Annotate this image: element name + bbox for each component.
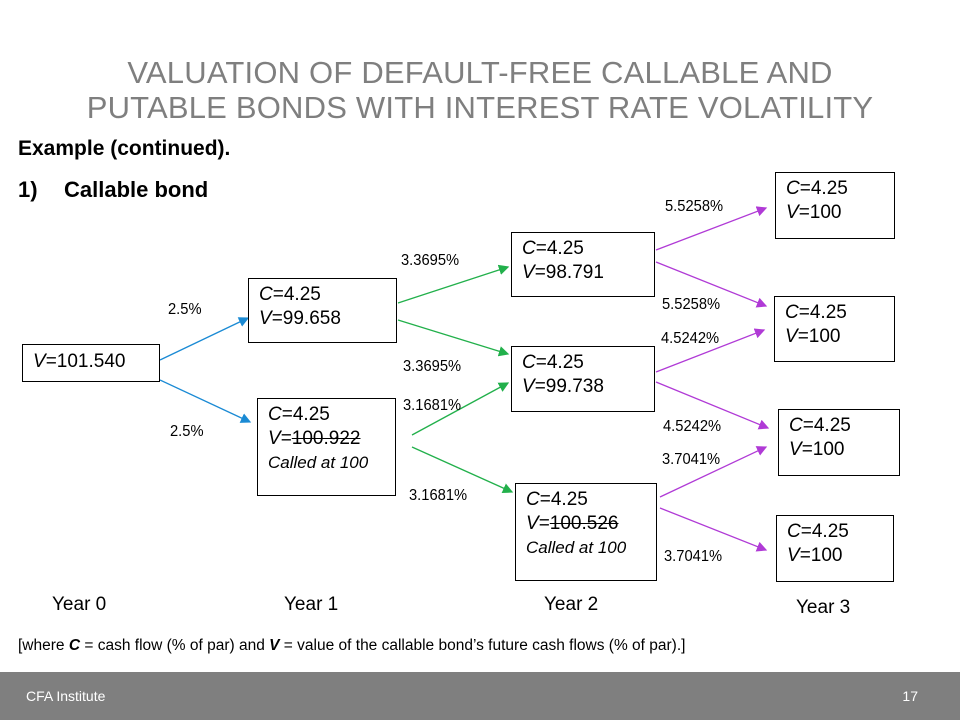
rate-year2-up-up: 5.5258% (665, 198, 724, 215)
rate-year0-up: 2.5% (168, 301, 202, 318)
node-year3-3: C=4.25 V=100 (778, 409, 900, 476)
year-1-label: Year 1 (284, 594, 339, 615)
rate-year0-down: 2.5% (170, 423, 204, 440)
arrow-y0-up (159, 317, 250, 361)
node-year3-2: C=4.25 V=100 (774, 296, 895, 362)
rate-year2-down-up: 3.7041% (662, 451, 721, 468)
node-year0-value: 101.540 (56, 351, 126, 372)
node-year2-down-called: Called at 100 (526, 538, 627, 557)
node-year1-up: C=4.25 V=99.658 (248, 278, 397, 343)
rate-year1-up-up: 3.3695% (401, 252, 460, 269)
node-year2-down: C=4.25 V=100.526 Called at 100 (515, 483, 657, 581)
item-label: Callable bond (64, 177, 209, 202)
rate-year1-down-up: 3.1681% (403, 397, 462, 414)
node-year2-up: C=4.25 V=98.791 (511, 232, 655, 297)
footer-bar: CFA Institute 17 (0, 672, 960, 720)
arrow-y0-down (159, 379, 252, 423)
rate-year2-down-down: 3.7041% (664, 548, 723, 565)
node-year1-down: C=4.25 V=100.922 Called at 100 (257, 398, 396, 496)
node-year3-1: C=4.25 V=100 (775, 172, 895, 239)
arrow-y2m-down (655, 381, 770, 430)
title-line-2: PUTABLE BONDS WITH INTEREST RATE VOLATIL… (86, 90, 874, 125)
node-year1-down-called: Called at 100 (268, 453, 369, 472)
node-year0: V=101.540 (22, 344, 160, 382)
arrow-y1u-up (397, 264, 510, 304)
example-subtitle: Example (continued). (18, 137, 231, 160)
legend-note: [where C = cash flow (% of par) and V = … (18, 637, 686, 654)
node-year2-down-value: 100.526 (549, 513, 619, 534)
arrow-y1d-down (411, 446, 514, 494)
title-line-1: VALUATION OF DEFAULT-FREE CALLABLE AND (127, 55, 833, 90)
item-number: 1) (18, 177, 38, 202)
node-year3-4: C=4.25 V=100 (776, 515, 894, 582)
node-year2-mid: C=4.25 V=99.738 (511, 346, 655, 412)
arrow-y2u-down (655, 261, 768, 308)
rate-year1-down-down: 3.1681% (409, 487, 468, 504)
year-3-label: Year 3 (796, 597, 851, 618)
year-0-label: Year 0 (52, 594, 107, 615)
arrow-y2u-up (655, 206, 768, 251)
node-year1-down-value: 100.922 (291, 428, 361, 449)
page-number: 17 (902, 688, 918, 704)
arrow-y2d-down (659, 507, 768, 552)
arrow-y2d-up (659, 446, 768, 498)
callable-heading: 1) Callable bond (18, 177, 208, 203)
rate-year2-up-down: 5.5258% (662, 296, 721, 313)
year-2-label: Year 2 (544, 594, 599, 615)
arrow-y2m-up (655, 328, 766, 373)
rate-year2-mid-down: 4.5242% (663, 418, 722, 435)
slide-title: VALUATION OF DEFAULT-FREE CALLABLE AND P… (0, 55, 960, 125)
rate-year2-mid-up: 4.5242% (661, 330, 720, 347)
arrow-y1u-down (397, 319, 510, 357)
rate-year1-up-down: 3.3695% (403, 358, 462, 375)
footer-brand: CFA Institute (26, 688, 106, 704)
arrow-y1d-up (411, 382, 510, 436)
